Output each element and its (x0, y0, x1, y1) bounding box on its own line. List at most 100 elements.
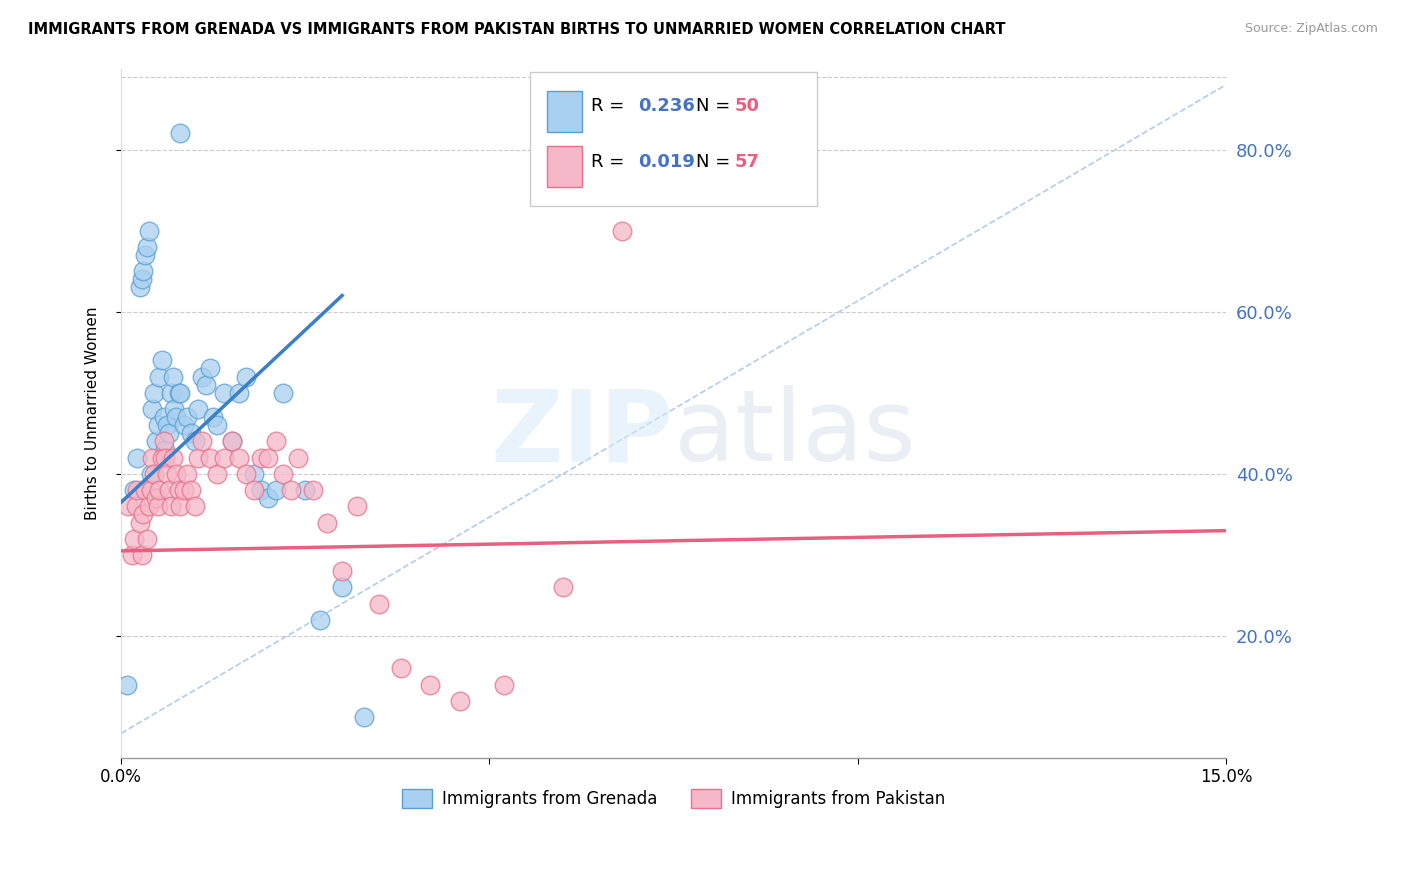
Point (205, 467, 228, 481)
Text: R =: R = (591, 97, 630, 115)
Legend: Immigrants from Grenada, Immigrants from Pakistan: Immigrants from Grenada, Immigrants from… (395, 782, 952, 814)
Point (221, 434, 243, 449)
Point (346, 500, 368, 514)
Point (125, 500, 148, 514)
Point (184, 434, 207, 449)
Point (202, 410, 225, 425)
Point (221, 434, 243, 449)
Point (160, 500, 183, 514)
Point (271, 467, 294, 481)
Point (135, 240, 157, 254)
Point (176, 467, 198, 481)
Point (145, 491, 167, 506)
Point (134, 248, 156, 262)
Point (353, 710, 375, 724)
Text: atlas: atlas (673, 385, 915, 483)
Point (141, 450, 163, 465)
Point (138, 500, 160, 514)
Point (250, 450, 273, 465)
Text: N =: N = (696, 97, 735, 115)
Point (330, 581, 353, 595)
Point (156, 467, 179, 481)
Point (124, 532, 146, 546)
Point (173, 418, 195, 433)
Point (228, 385, 250, 400)
Point (150, 353, 173, 368)
Point (309, 613, 332, 627)
Point (131, 548, 153, 562)
Text: ZIP: ZIP (491, 385, 673, 483)
Point (121, 548, 143, 562)
Point (146, 500, 169, 514)
Point (294, 483, 316, 497)
Point (235, 369, 257, 384)
Y-axis label: Births to Unmarried Women: Births to Unmarried Women (86, 306, 100, 520)
Point (173, 483, 195, 497)
Point (115, 678, 138, 692)
Point (180, 483, 202, 497)
Point (160, 385, 183, 400)
Text: IMMIGRANTS FROM GRENADA VS IMMIGRANTS FROM PAKISTAN BIRTHS TO UNMARRIED WOMEN CO: IMMIGRANTS FROM GRENADA VS IMMIGRANTS FR… (28, 22, 1005, 37)
Point (167, 483, 190, 497)
Point (127, 483, 149, 497)
Point (146, 418, 169, 433)
Point (155, 442, 177, 457)
Point (143, 385, 166, 400)
Point (287, 450, 309, 465)
Point (141, 402, 163, 417)
Point (264, 483, 287, 497)
Point (128, 516, 150, 530)
Point (610, 224, 633, 238)
Point (280, 483, 302, 497)
FancyBboxPatch shape (547, 91, 582, 132)
FancyBboxPatch shape (547, 146, 582, 187)
Point (301, 483, 323, 497)
Point (187, 450, 209, 465)
Point (242, 467, 264, 481)
Point (134, 483, 156, 497)
Point (205, 418, 228, 433)
Point (167, 385, 190, 400)
Point (163, 402, 186, 417)
Point (228, 450, 250, 465)
Point (257, 450, 280, 465)
Point (212, 450, 235, 465)
Point (127, 450, 149, 465)
Point (143, 467, 166, 481)
Point (150, 450, 173, 465)
Point (180, 426, 202, 441)
Point (162, 450, 184, 465)
FancyBboxPatch shape (530, 72, 817, 206)
Point (419, 678, 441, 692)
Point (139, 483, 162, 497)
Point (157, 426, 180, 441)
Point (389, 661, 412, 675)
Point (162, 369, 184, 384)
Point (132, 508, 155, 522)
Point (135, 532, 157, 546)
Point (157, 483, 180, 497)
Point (169, 385, 191, 400)
Point (194, 377, 217, 392)
Point (169, 127, 191, 141)
Point (148, 483, 170, 497)
Point (155, 450, 177, 465)
Point (156, 418, 179, 433)
Point (235, 467, 257, 481)
Text: 0.236: 0.236 (638, 97, 695, 115)
Point (117, 500, 139, 514)
Point (198, 361, 221, 376)
Point (153, 410, 176, 425)
Point (132, 264, 155, 278)
Point (131, 272, 153, 286)
Point (264, 434, 287, 449)
Point (124, 483, 146, 497)
Point (153, 434, 176, 449)
Text: Source: ZipAtlas.com: Source: ZipAtlas.com (1244, 22, 1378, 36)
Point (138, 224, 160, 238)
Point (250, 483, 273, 497)
Point (368, 597, 391, 611)
Point (176, 410, 198, 425)
Point (551, 581, 574, 595)
Point (494, 678, 516, 692)
